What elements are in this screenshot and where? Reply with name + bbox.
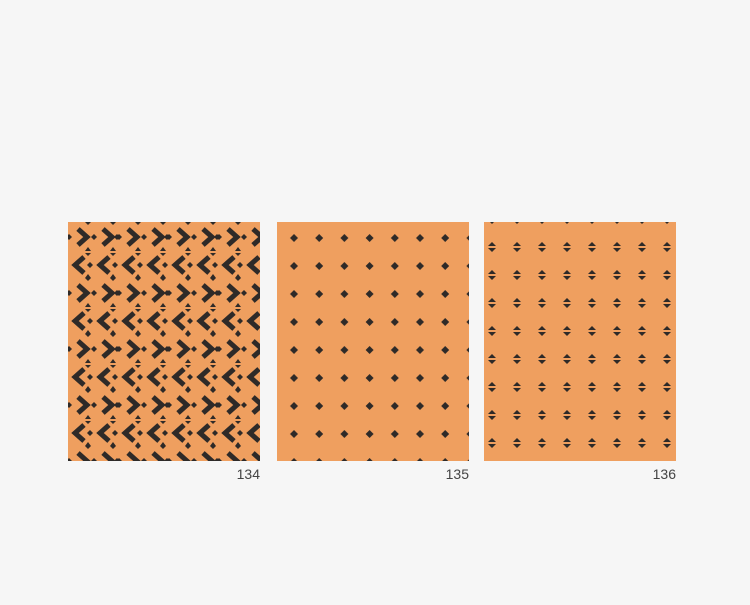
swatch-135[interactable] xyxy=(277,222,469,461)
swatch-136[interactable] xyxy=(484,222,676,461)
chevron-pattern xyxy=(68,222,260,461)
swatch-label-136: 136 xyxy=(652,466,676,482)
swatch-label-135: 135 xyxy=(445,466,469,482)
triangle-pattern xyxy=(484,222,676,461)
swatch-label-134: 134 xyxy=(236,466,260,482)
diamond-pattern xyxy=(277,222,469,461)
swatch-134[interactable] xyxy=(68,222,260,461)
